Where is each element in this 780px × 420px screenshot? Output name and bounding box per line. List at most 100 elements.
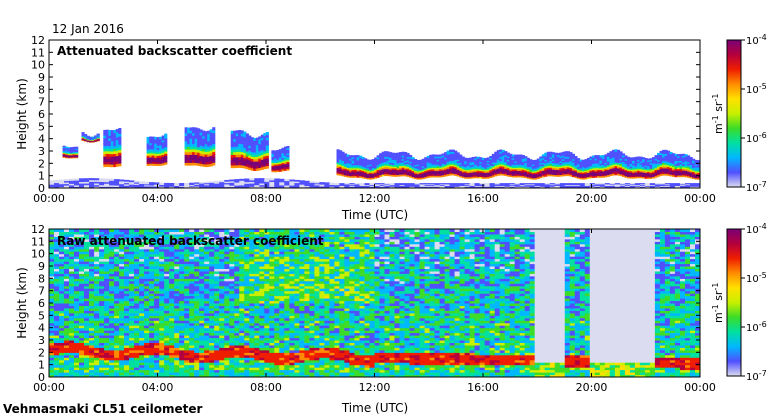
heat-cell (504, 185, 511, 187)
heat-cell (451, 149, 455, 152)
heat-cell (531, 174, 535, 177)
heat-cell (69, 300, 75, 304)
heat-cell (669, 169, 673, 172)
heat-cell (544, 186, 551, 188)
heat-cell (419, 177, 423, 180)
heat-cell (244, 178, 250, 181)
heat-cell (260, 151, 264, 155)
heat-cell (84, 283, 90, 287)
heat-cell (224, 186, 230, 188)
heat-cell (629, 167, 633, 170)
heat-cell (204, 185, 210, 188)
heat-cell (634, 183, 641, 185)
heat-cell (240, 133, 244, 137)
heat-cell (446, 154, 450, 157)
heat-cell (273, 161, 277, 164)
heat-cell (255, 140, 259, 143)
heat-cell (449, 183, 456, 186)
heat-cell (632, 169, 636, 172)
heat-cell (496, 155, 500, 158)
heat-cell (579, 162, 583, 165)
heat-cell (541, 157, 545, 160)
heat-cell (454, 161, 458, 164)
heat-cell (561, 153, 565, 156)
heat-cell (263, 148, 267, 152)
heat-cell (414, 161, 418, 164)
heat-cell (424, 184, 431, 186)
heat-cell (516, 165, 520, 168)
heat-cell (571, 166, 575, 169)
heat-cell (617, 162, 621, 165)
heat-cell (514, 183, 521, 186)
heat-cell (394, 159, 398, 162)
heat-cell (672, 153, 676, 156)
heat-cell (109, 310, 115, 314)
heat-cell (356, 158, 360, 161)
heat-cell (509, 186, 516, 188)
heat-cell (146, 149, 150, 152)
heat-cell (119, 278, 125, 282)
heat-cell (54, 325, 60, 329)
heat-cell (441, 169, 445, 173)
heat-cell (364, 183, 370, 186)
heat-cell (416, 173, 420, 176)
heat-cell (559, 169, 563, 172)
heat-cell (114, 248, 120, 252)
heat-cell (99, 352, 105, 356)
heat-cell (341, 156, 345, 160)
heat-cell (416, 169, 420, 172)
heat-cell (504, 184, 511, 186)
heat-cell (416, 174, 420, 177)
heat-cell (682, 165, 686, 168)
heat-cell (59, 327, 65, 331)
heat-cell (391, 167, 395, 170)
heat-cell (84, 315, 90, 319)
heat-cell (496, 167, 500, 171)
heat-cell (551, 153, 555, 157)
heat-cell (139, 275, 145, 279)
heat-cell (64, 261, 70, 265)
heat-cell (69, 231, 75, 235)
heat-cell (384, 183, 390, 185)
heat-cell (192, 162, 196, 166)
heat-cell (672, 169, 676, 172)
heat-cell (657, 161, 661, 164)
heat-cell (486, 169, 490, 172)
heat-cell (59, 369, 65, 373)
heat-cell (611, 162, 615, 165)
heat-cell (486, 160, 490, 163)
heat-cell (599, 174, 603, 177)
heat-cell (144, 248, 150, 252)
heat-cell (139, 185, 145, 188)
heat-cell (233, 162, 237, 166)
heat-cell (524, 160, 528, 163)
heat-cell (341, 158, 345, 161)
heat-cell (109, 256, 115, 260)
heat-cell (549, 183, 556, 185)
heat-cell (54, 352, 60, 356)
heat-cell (674, 157, 678, 160)
heat-cell (399, 155, 403, 158)
heat-cell (99, 278, 105, 282)
heat-cell (344, 161, 348, 164)
heat-cell (144, 335, 150, 339)
heat-cell (276, 168, 280, 171)
heat-cell (624, 171, 628, 174)
heat-cell (594, 175, 598, 178)
heat-cell (404, 183, 410, 186)
heat-cell (632, 160, 636, 163)
heat-cell (253, 147, 257, 151)
heat-cell (104, 283, 110, 287)
heat-cell (151, 159, 155, 162)
heat-cell (69, 290, 75, 294)
heat-cell (436, 168, 440, 172)
heat-cell (662, 157, 666, 160)
heat-cell (359, 172, 363, 175)
heat-cell (161, 152, 165, 155)
heat-cell (594, 173, 598, 177)
heat-cell (54, 285, 60, 289)
heat-cell (258, 162, 262, 166)
heat-cell (72, 148, 76, 150)
heat-cell (74, 298, 80, 302)
heat-cell (351, 156, 355, 159)
